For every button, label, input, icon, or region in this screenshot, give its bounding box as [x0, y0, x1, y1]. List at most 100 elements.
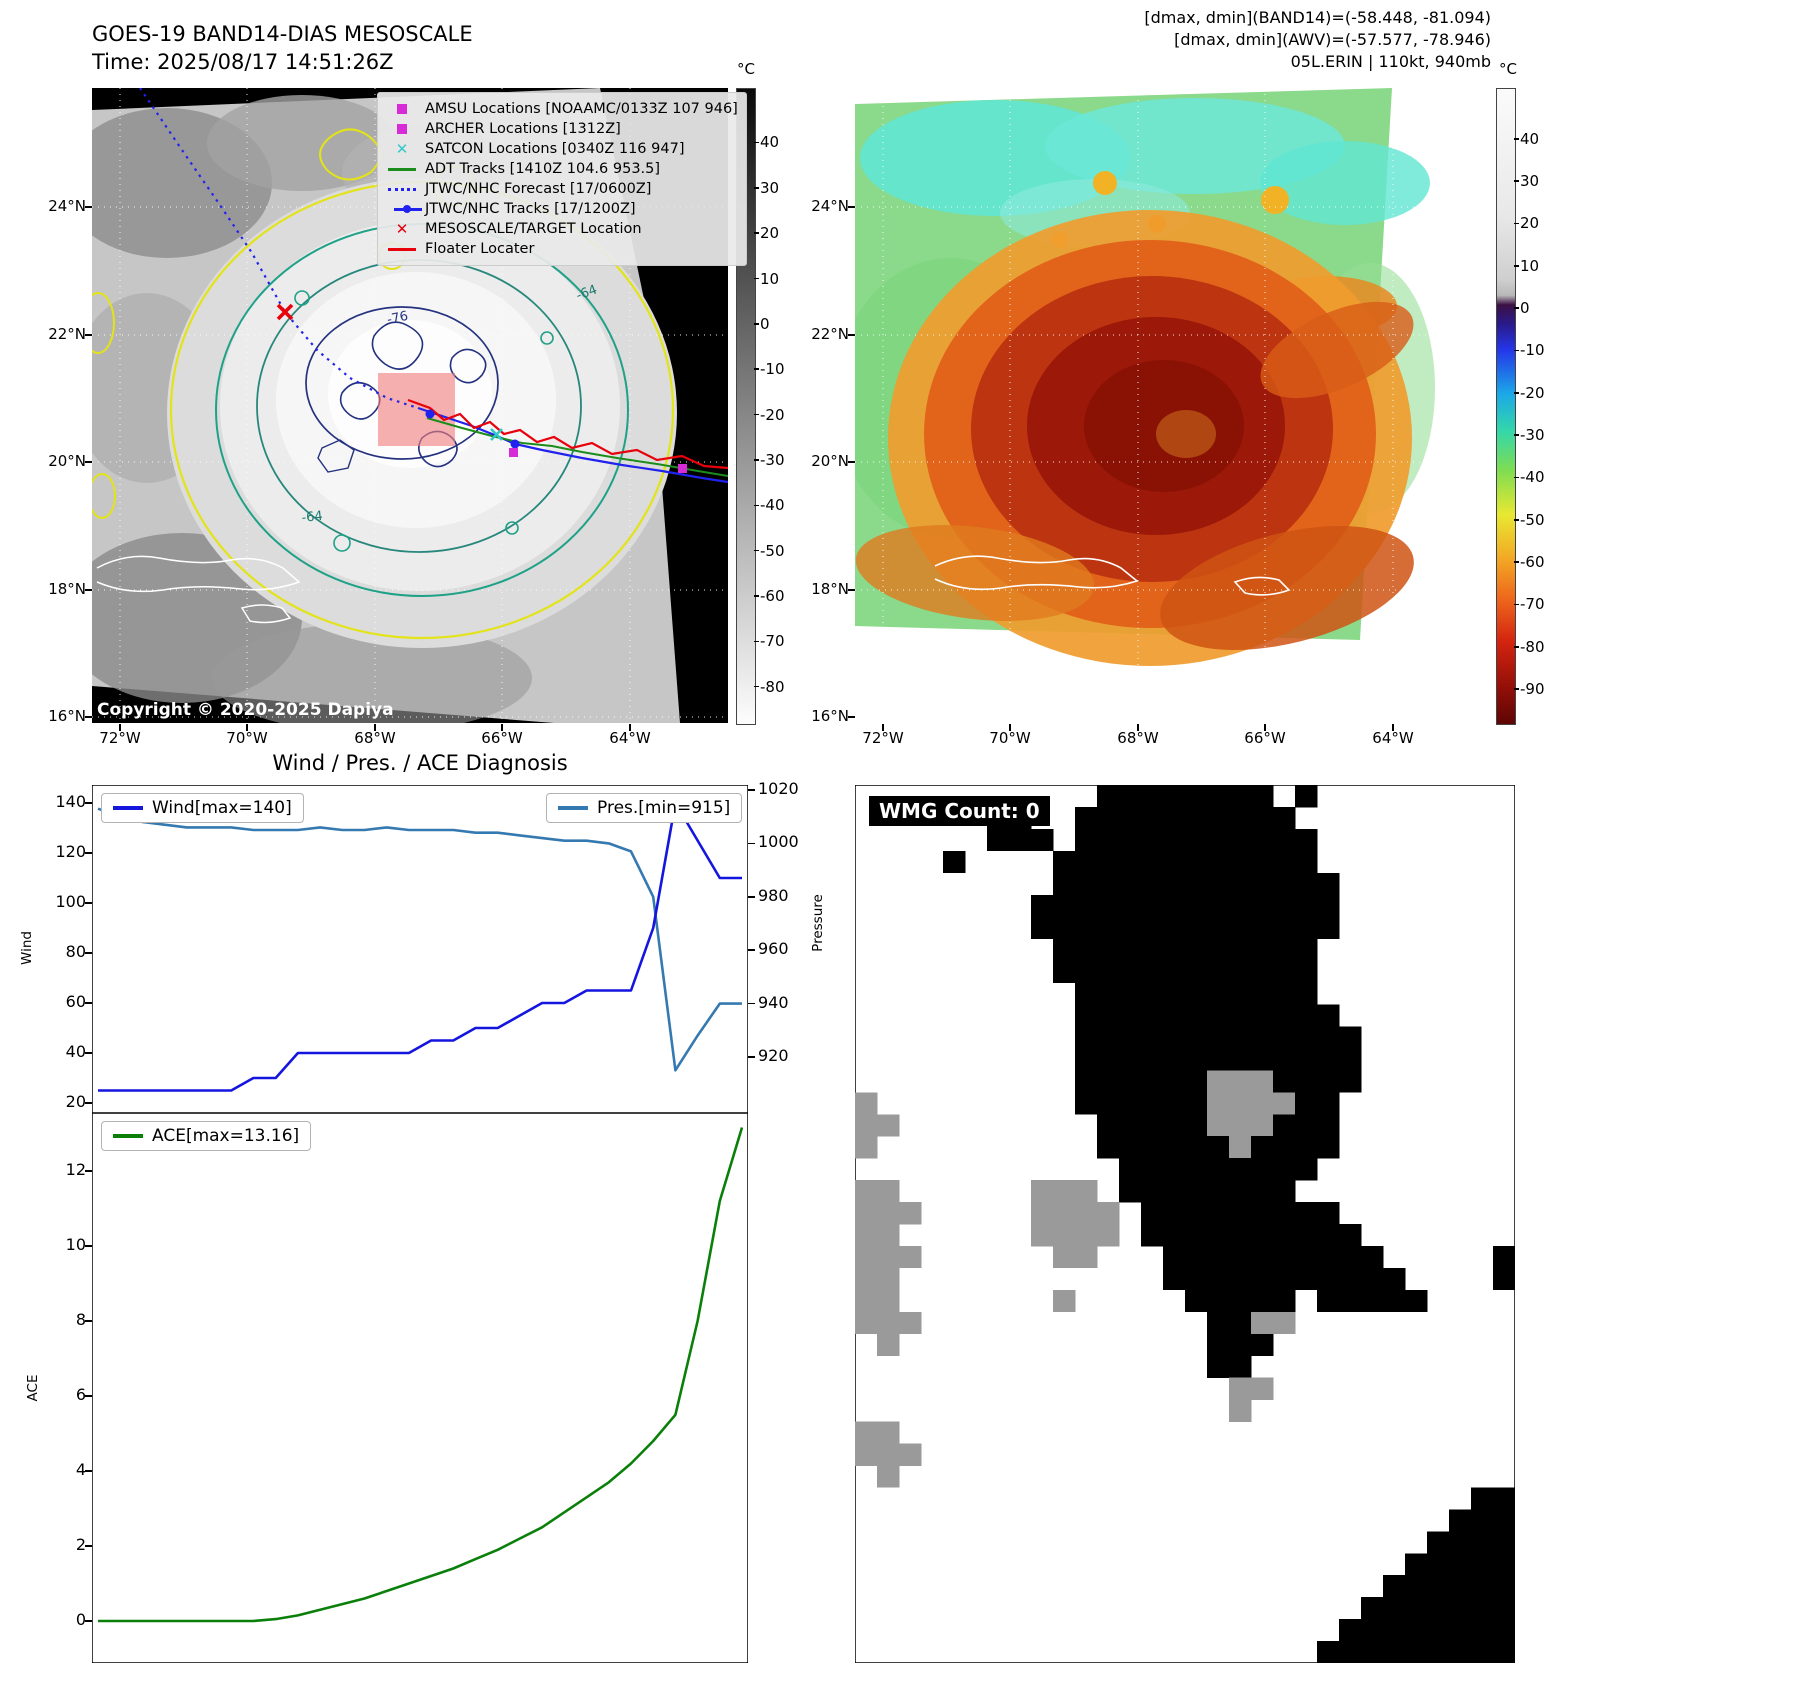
storm-id-intensity: 05L.ERIN | 110kt, 940mb [1290, 52, 1491, 71]
wmg-cell [1185, 1026, 1208, 1049]
wmg-cell [1163, 1202, 1186, 1225]
legend-label: ARCHER Locations [1312Z] [425, 121, 621, 137]
wmg-cell [1295, 1070, 1318, 1093]
legend-item: JTWC/NHC Forecast [17/0600Z] [386, 179, 738, 199]
legend-item: ADT Tracks [1410Z 104.6 953.5] [386, 159, 738, 179]
wmg-cell [1273, 1289, 1296, 1313]
tick-mark [1514, 265, 1519, 267]
tick-mark [848, 461, 855, 463]
wmg-cell [1471, 1531, 1494, 1554]
wmg-cell [1383, 1597, 1406, 1620]
wmg-cell [855, 1092, 878, 1115]
wmg-cell [1361, 1619, 1384, 1642]
wmg-cell [1295, 960, 1318, 983]
lat-tick: 20°N [811, 452, 849, 470]
wind-tick: 60 [65, 992, 86, 1011]
wmg-cell [1075, 1004, 1098, 1027]
wmg-cell [1229, 1289, 1252, 1313]
wmg-cell [1273, 1136, 1296, 1159]
wmg-cell [1273, 1202, 1296, 1225]
wmg-cell [1207, 1070, 1230, 1093]
wmg-cell [1097, 850, 1120, 874]
wmg-cell [877, 1465, 900, 1488]
wmg-cell [1141, 1092, 1164, 1115]
wmg-cell [1273, 1092, 1296, 1115]
wmg-cell [1449, 1553, 1472, 1576]
wmg-cell [1339, 1267, 1362, 1291]
lon-tick: 70°W [989, 729, 1031, 747]
wmg-cell [877, 1202, 900, 1225]
tick-mark [85, 902, 92, 904]
ace-legend-label: ACE[max=13.16] [152, 1126, 300, 1146]
wmg-cell [1273, 960, 1296, 983]
dmax-dmin-awv: [dmax, dmin](AWV)=(-57.577, -78.946) [1174, 30, 1491, 49]
colorbar-tick: -70 [760, 632, 785, 651]
wmg-cell [1075, 1048, 1098, 1071]
mesoscale-target-box [378, 373, 455, 446]
tick-mark [754, 640, 759, 643]
wmg-cell [1317, 1267, 1340, 1291]
wmg-cell [1493, 1509, 1515, 1532]
wmg-cell [1493, 1531, 1515, 1554]
colorbar-tick: -30 [760, 450, 785, 469]
tick-mark [1514, 180, 1519, 182]
wmg-cell [1295, 785, 1318, 808]
wmg-cell [1097, 1136, 1120, 1159]
chart-frame [92, 1113, 748, 1663]
colorbar-tick: 10 [1520, 256, 1540, 275]
wmg-cell [1119, 894, 1142, 918]
tick-mark [754, 685, 759, 688]
wmg-cell [1339, 1289, 1362, 1313]
tick-mark [629, 724, 631, 731]
wmg-cell [1273, 916, 1296, 939]
tick-mark [1514, 138, 1519, 140]
wmg-cell [1053, 850, 1076, 874]
wind-tick: 100 [55, 892, 86, 911]
wmg-cell [855, 1267, 878, 1291]
wmg-cell [1229, 1048, 1252, 1071]
wmg-cell [1251, 1004, 1274, 1027]
wmg-cell [1273, 1267, 1296, 1291]
diagnosis-title: Wind / Pres. / ACE Diagnosis [272, 751, 568, 775]
wind-tick: 140 [55, 792, 86, 811]
wmg-cell [1229, 1136, 1252, 1159]
wmg-cell [1229, 1026, 1252, 1049]
ace-legend: ACE[max=13.16] [101, 1121, 312, 1151]
wmg-cell [1251, 916, 1274, 939]
ace-tick: 10 [65, 1235, 86, 1254]
wmg-cell [1317, 1289, 1340, 1313]
tick-mark [85, 1170, 92, 1172]
colorbar-tick: -30 [1520, 426, 1545, 445]
wind-legend: Wind[max=140] [101, 793, 304, 823]
series-line [97, 807, 742, 1072]
legend-square-icon [386, 124, 418, 134]
wmg-cell [1207, 1224, 1230, 1247]
jtwc-forecast-line [139, 88, 419, 410]
wmg-cell [1251, 894, 1274, 918]
wmg-cell [1251, 1092, 1274, 1115]
wmg-cell [1471, 1575, 1494, 1598]
wmg-cell [1493, 1267, 1515, 1291]
wmg-cell [1163, 806, 1186, 830]
legend-item: Floater Locater [386, 239, 738, 259]
floater-line [407, 398, 728, 470]
wmg-cell [1229, 1333, 1252, 1357]
wmg-cell [1295, 1026, 1318, 1049]
wind-tick: 20 [65, 1092, 86, 1111]
colorbar-tick: -20 [760, 405, 785, 424]
lat-tick: 18°N [48, 580, 86, 598]
wmg-cell [1273, 982, 1296, 1005]
wmg-cell [1053, 1245, 1076, 1269]
wmg-cell [1207, 1180, 1230, 1203]
wmg-cell [1119, 872, 1142, 896]
wmg-cell [1119, 1070, 1142, 1093]
wmg-cell [1097, 1026, 1120, 1049]
wind-legend-label: Wind[max=140] [152, 798, 292, 818]
wmg-cell [877, 1289, 900, 1313]
wmg-cell [1207, 982, 1230, 1005]
wmg-cell [1119, 1114, 1142, 1137]
wmg-cell [1317, 1224, 1340, 1247]
satcon-x-marker [490, 428, 503, 441]
jtwc-track-point [510, 439, 520, 449]
pressure-legend-label: Pres.[min=915] [597, 798, 731, 818]
